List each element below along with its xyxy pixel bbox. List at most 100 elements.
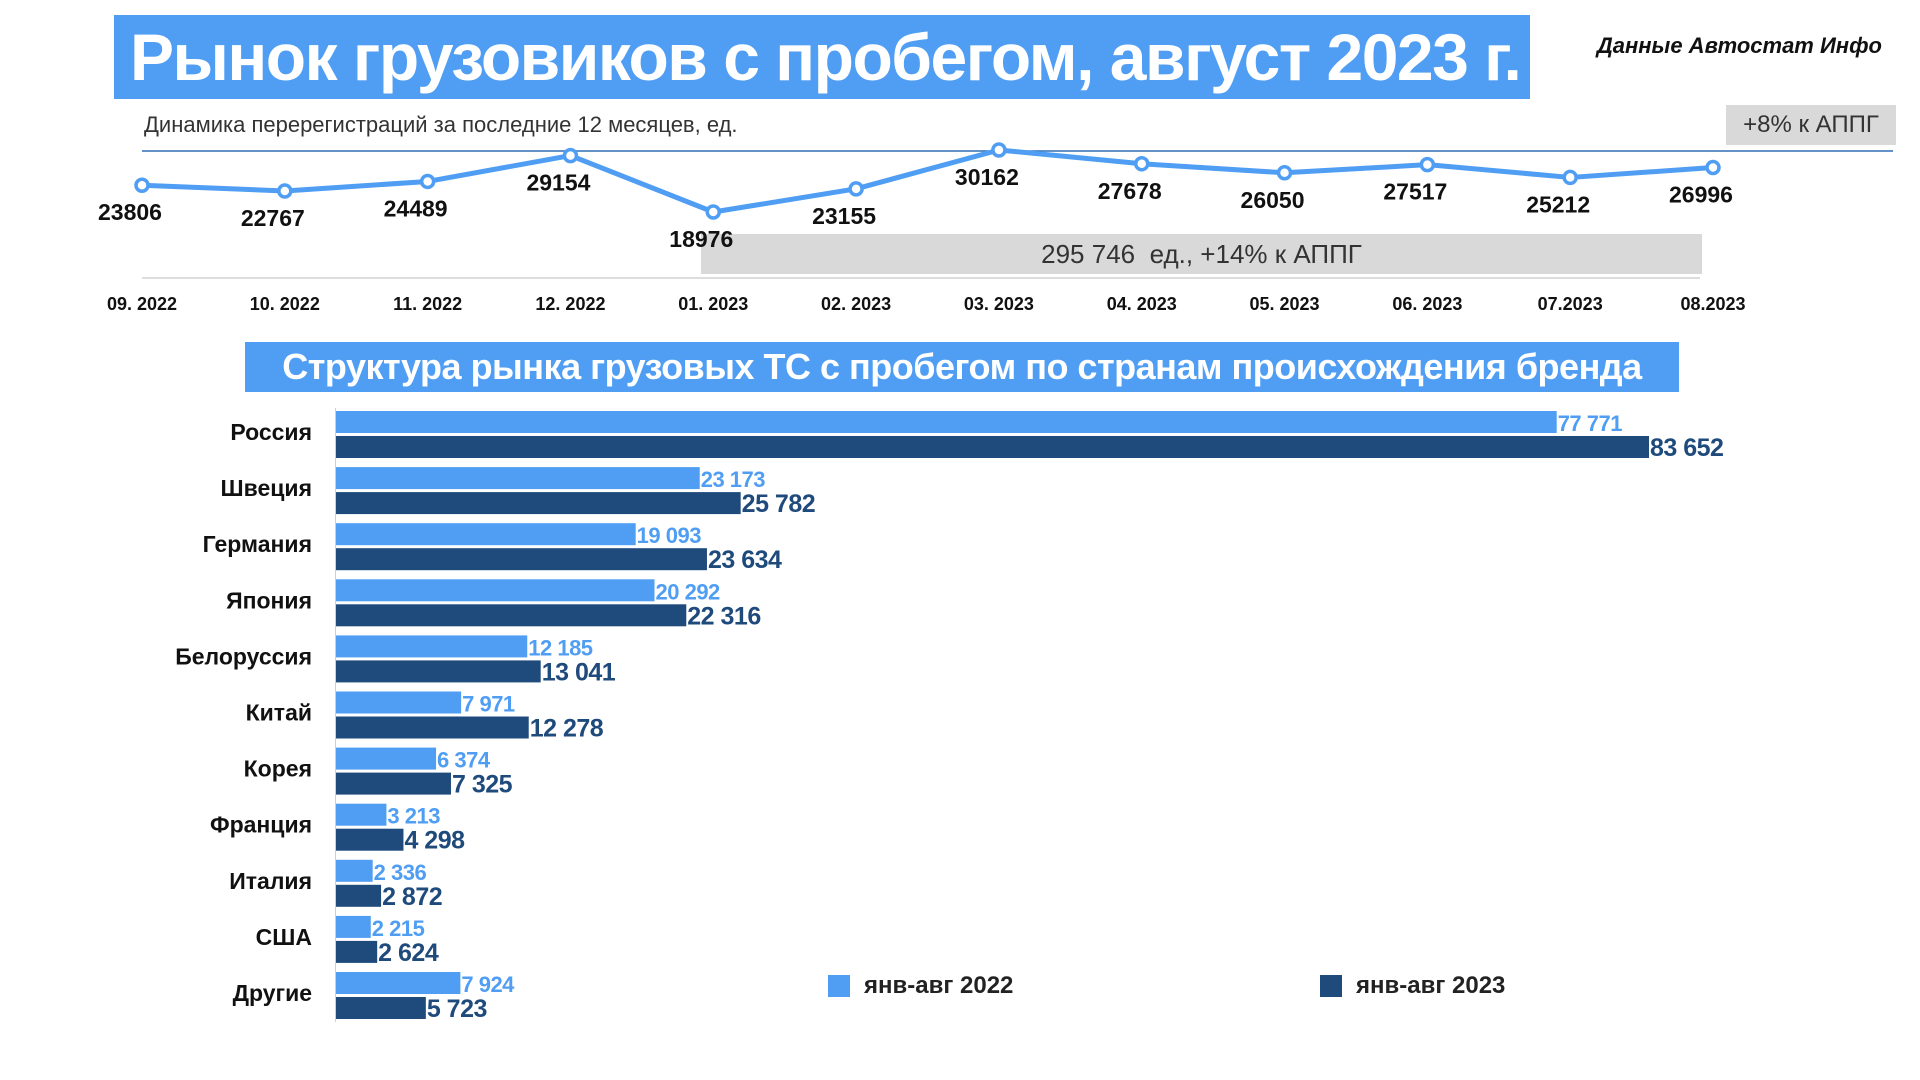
total-box: 295 746 ед., +14% к АППГ bbox=[701, 234, 1702, 274]
point-value-label: 26050 bbox=[1241, 187, 1305, 213]
line-point bbox=[562, 147, 579, 164]
bar-2022 bbox=[336, 915, 371, 938]
bar-value-label: 12 185 bbox=[528, 635, 593, 660]
category-label: Корея bbox=[244, 756, 312, 782]
data-source: Данные Автостат Инфо bbox=[1596, 33, 1882, 58]
bar-value-label: 13 041 bbox=[542, 658, 616, 686]
x-tick-label: 05. 2023 bbox=[1250, 294, 1320, 314]
category-label: Франция bbox=[210, 812, 312, 838]
category-label: США bbox=[256, 924, 312, 950]
bar-2022 bbox=[336, 691, 462, 714]
bar-2022 bbox=[336, 859, 373, 882]
bar-value-label: 23 634 bbox=[708, 546, 782, 574]
category-label: Белоруссия bbox=[175, 643, 312, 669]
point-value-label: 23806 bbox=[98, 199, 162, 225]
point-value-label: 26996 bbox=[1669, 182, 1733, 208]
bar-2023 bbox=[336, 548, 707, 571]
dynamics-subtitle: Динамика перерегистраций за последние 12… bbox=[144, 112, 738, 137]
legend-2022: янв-авг 2022 bbox=[828, 972, 1013, 1000]
bar-value-label: 12 278 bbox=[530, 715, 604, 743]
bar-2023 bbox=[336, 660, 541, 683]
x-tick-label: 07.2023 bbox=[1538, 294, 1603, 314]
yoy-badge: +8% к АППГ bbox=[1726, 105, 1896, 145]
legend-label-2023: янв-авг 2023 bbox=[1356, 972, 1506, 999]
line-point bbox=[419, 173, 436, 190]
bar-value-label: 2 872 bbox=[382, 883, 442, 911]
page-title: Рынок грузовиков с пробегом, август 2023… bbox=[130, 20, 1522, 94]
legend-swatch-2023 bbox=[1320, 975, 1342, 997]
bar-2022 bbox=[336, 635, 528, 658]
bar-2022 bbox=[336, 747, 437, 770]
category-label: Италия bbox=[229, 868, 312, 894]
bar-2023 bbox=[336, 997, 426, 1019]
x-tick-label: 04. 2023 bbox=[1107, 294, 1177, 314]
line-point bbox=[991, 142, 1007, 158]
line-path bbox=[141, 147, 1714, 215]
bar-value-label: 3 213 bbox=[387, 804, 440, 829]
x-tick-label: 10. 2022 bbox=[250, 294, 320, 314]
line-point bbox=[277, 183, 293, 199]
line-point bbox=[1419, 156, 1436, 173]
bar-2023 bbox=[336, 436, 1649, 458]
bar-2022 bbox=[336, 803, 387, 826]
point-value-label: 23155 bbox=[812, 203, 876, 229]
legend-label-2022: янв-авг 2022 bbox=[864, 972, 1014, 999]
section-banner: Структура рынка грузовых ТС с пробегом п… bbox=[245, 342, 1679, 392]
line-point bbox=[705, 204, 722, 220]
x-tick-label: 11. 2022 bbox=[393, 294, 462, 314]
bar-2023 bbox=[336, 884, 382, 907]
bar-value-label: 7 325 bbox=[452, 771, 513, 799]
category-label: Россия bbox=[230, 419, 312, 445]
line-point bbox=[1562, 169, 1578, 186]
bar-2022 bbox=[336, 467, 700, 490]
bar-value-label: 23 173 bbox=[701, 467, 766, 492]
bar-2023 bbox=[336, 940, 378, 963]
line-point bbox=[848, 181, 864, 197]
bar-value-label: 83 652 bbox=[1650, 434, 1723, 462]
x-tick-label: 02. 2023 bbox=[821, 294, 891, 314]
bar-value-label: 2 336 bbox=[374, 860, 427, 885]
category-label: Германия bbox=[203, 531, 312, 557]
category-label: Другие bbox=[233, 980, 312, 1006]
legend-2023: янв-авг 2023 bbox=[1320, 972, 1505, 1000]
bar-value-label: 22 316 bbox=[687, 602, 760, 630]
line-point bbox=[1276, 165, 1293, 181]
x-tick-label: 09. 2022 bbox=[107, 294, 177, 314]
category-label: Швеция bbox=[221, 475, 312, 501]
line-point bbox=[134, 177, 150, 193]
point-value-label: 25212 bbox=[1526, 191, 1590, 217]
bar-value-label: 6 374 bbox=[437, 748, 491, 773]
point-value-label: 30162 bbox=[955, 164, 1019, 190]
bar-value-label: 20 292 bbox=[656, 579, 721, 604]
bar-value-label: 25 782 bbox=[742, 490, 815, 518]
bar-2023 bbox=[336, 492, 741, 515]
line-series: 23806 09. 2022 22767 10. 2022 24489 11. 2022 2… bbox=[98, 142, 1746, 314]
point-value-label: 27517 bbox=[1383, 179, 1447, 205]
bar-value-label: 4 298 bbox=[404, 827, 465, 855]
bar-2023 bbox=[336, 772, 451, 795]
bar-value-label: 7 971 bbox=[462, 692, 515, 717]
bar-2022 bbox=[336, 411, 1557, 433]
bar-value-label: 2 624 bbox=[378, 939, 439, 967]
bar-value-label: 19 093 bbox=[637, 523, 702, 548]
point-value-label: 22767 bbox=[241, 205, 305, 231]
point-value-label: 27678 bbox=[1098, 178, 1162, 204]
line-point bbox=[1705, 159, 1721, 176]
bar-value-label: 5 723 bbox=[427, 995, 487, 1023]
point-value-label: 24489 bbox=[384, 195, 448, 221]
category-label: Китай bbox=[246, 700, 312, 726]
bar-value-label: 77 771 bbox=[1558, 411, 1623, 436]
bar-2023 bbox=[336, 604, 687, 627]
x-tick-label: 06. 2023 bbox=[1392, 294, 1462, 314]
x-tick-label: 03. 2023 bbox=[964, 294, 1034, 314]
line-point bbox=[1133, 156, 1150, 172]
legend-swatch-2022 bbox=[828, 975, 850, 997]
point-value-label: 18976 bbox=[669, 226, 733, 252]
bar-2023 bbox=[336, 716, 529, 739]
bar-value-label: 7 924 bbox=[461, 972, 515, 997]
bar-2022 bbox=[336, 972, 461, 994]
